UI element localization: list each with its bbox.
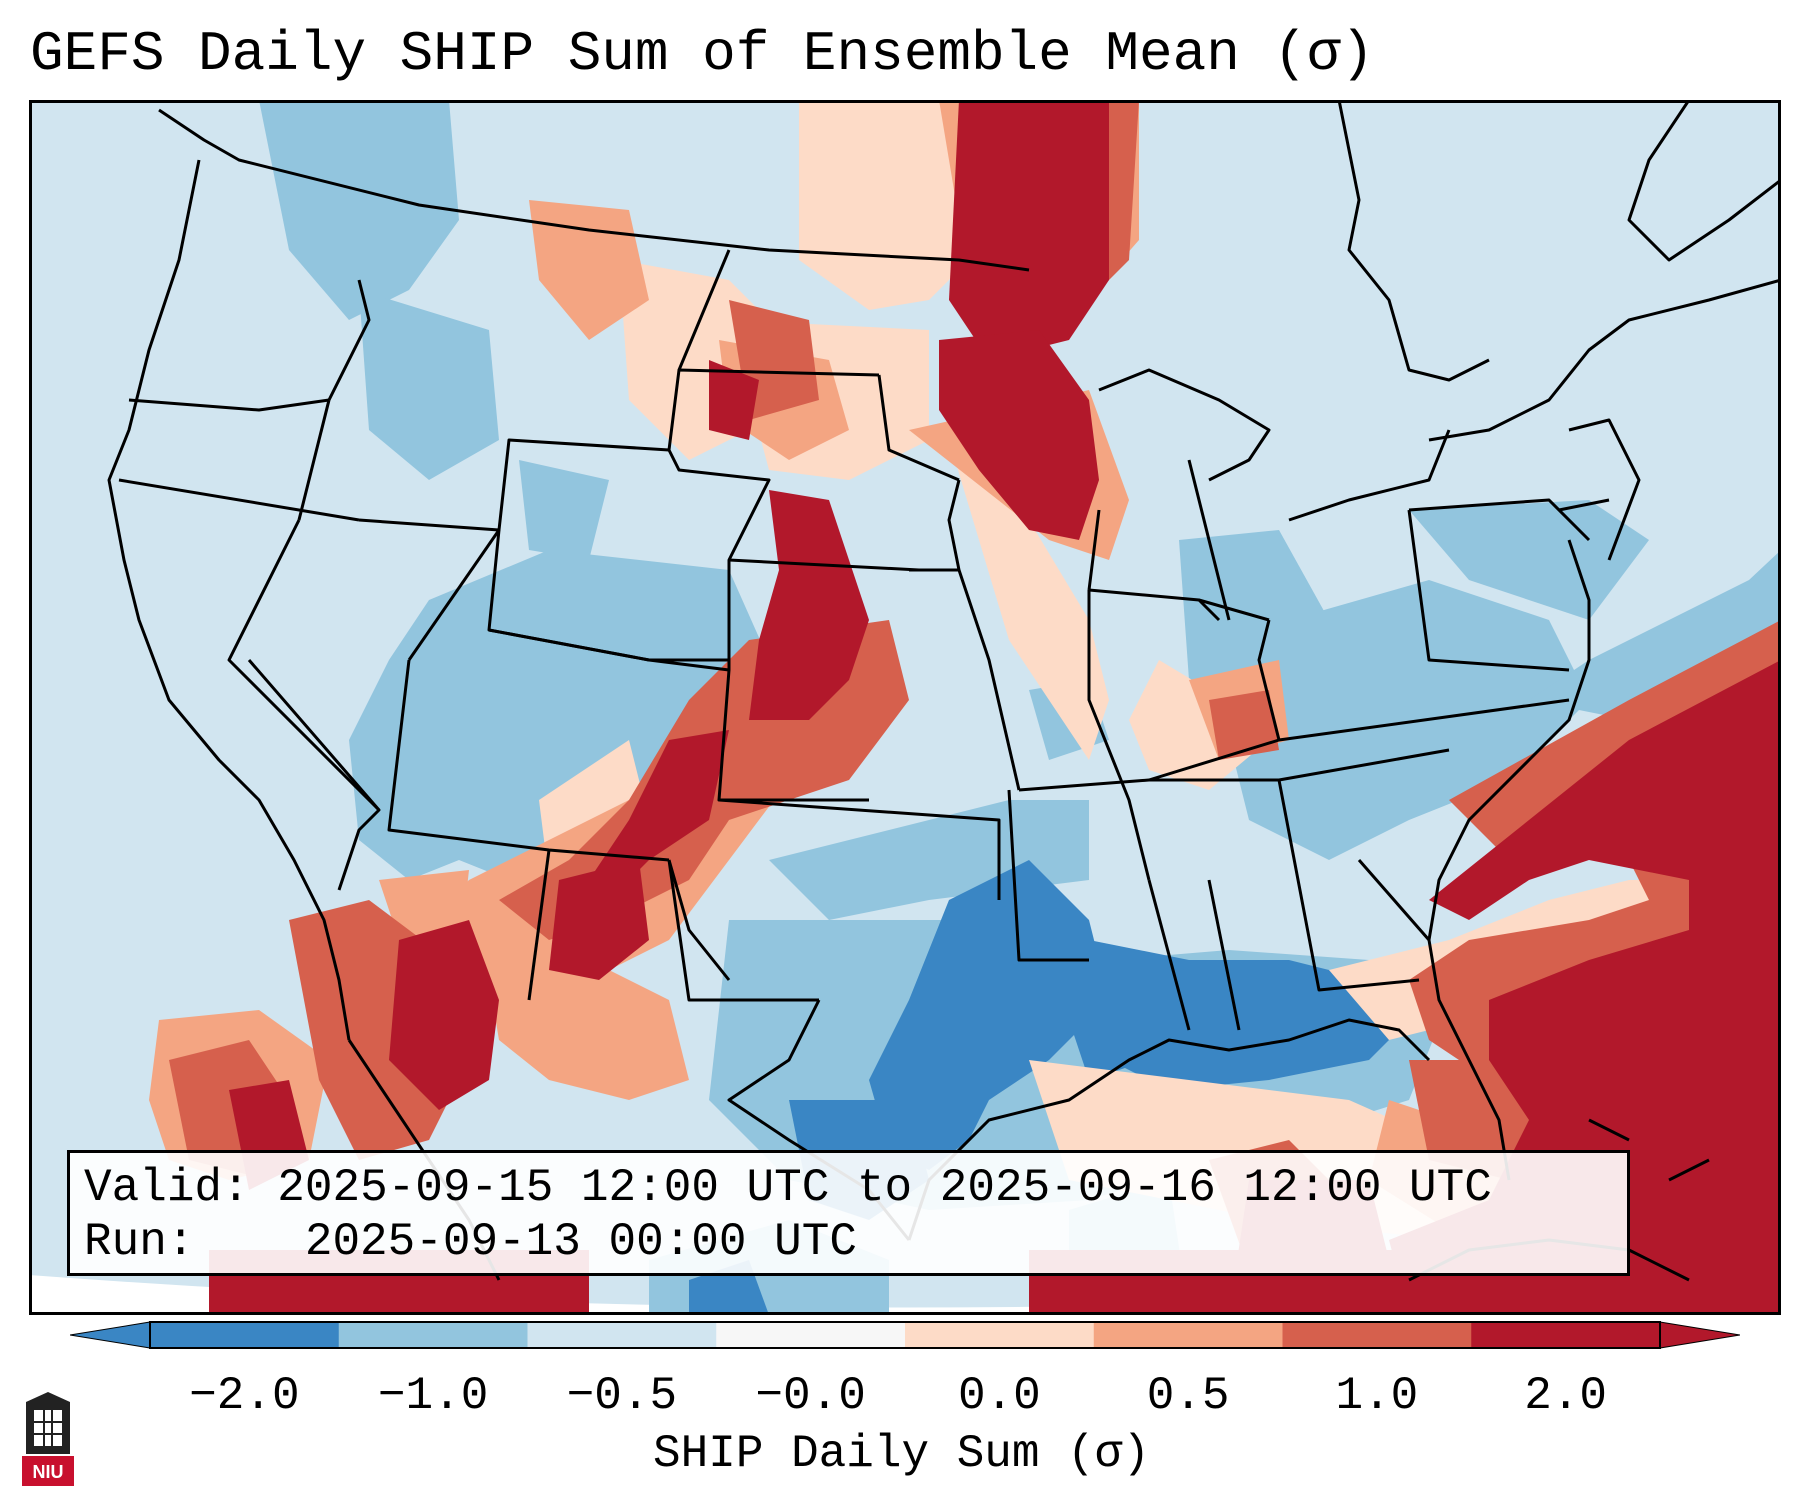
run-value: 2025-09-13 00:00 UTC	[304, 1216, 857, 1268]
map-title: GEFS Daily SHIP Sum of Ensemble Mean (σ)	[30, 22, 1375, 86]
valid-label: Valid:	[84, 1162, 250, 1214]
colorbar-tick-label: −1.0	[377, 1370, 489, 1422]
colorbar-outline	[149, 1321, 1661, 1349]
colorbar-segment	[905, 1322, 1095, 1348]
colorbar-tick-label: −0.5	[566, 1370, 678, 1422]
colorbar-ticks: −2.0 −1.0 −0.5 −0.0 0.0 0.5 1.0 2.0	[0, 1350, 1803, 1422]
colorbar-segment	[1093, 1322, 1283, 1348]
colorbar-segment	[716, 1322, 906, 1348]
colorbar-extend-high	[1659, 1321, 1740, 1349]
valid-row: Valid: 2025-09-15 12:00 UTC to 2025-09-1…	[84, 1161, 1613, 1215]
run-label: Run:	[84, 1216, 195, 1268]
colorbar-segment	[1282, 1322, 1472, 1348]
colorbar-tick-label: 0.0	[957, 1370, 1041, 1422]
map-panel	[29, 100, 1781, 1315]
map-border	[29, 100, 1781, 1315]
map-canvas	[29, 100, 1781, 1315]
colorbar-segment	[150, 1322, 340, 1348]
colorbar-extend-low	[70, 1321, 151, 1349]
colorbar-segment	[527, 1322, 717, 1348]
colorbar-tick-label: −0.0	[755, 1370, 866, 1422]
valid-value: 2025-09-15 12:00 UTC to 2025-09-16 12:00…	[277, 1162, 1492, 1214]
colorbar-tick-label: −2.0	[189, 1370, 300, 1422]
run-row: Run: 2025-09-13 00:00 UTC	[84, 1215, 1613, 1269]
colorbar	[70, 1321, 1740, 1349]
niu-logo: NIU	[22, 1392, 74, 1486]
colorbar-tick-label: 0.5	[1146, 1370, 1230, 1422]
state-boundaries	[107, 100, 1781, 1282]
svg-text:NIU: NIU	[33, 1462, 64, 1482]
colorbar-tick-label: 2.0	[1524, 1370, 1608, 1422]
colorbar-label: SHIP Daily Sum (σ)	[653, 1428, 1150, 1480]
validity-info-box: Valid: 2025-09-15 12:00 UTC to 2025-09-1…	[67, 1150, 1630, 1276]
colorbar-segment	[338, 1322, 528, 1348]
colorbar-segment	[1471, 1322, 1661, 1348]
colorbar-tick-label: 1.0	[1335, 1370, 1419, 1422]
